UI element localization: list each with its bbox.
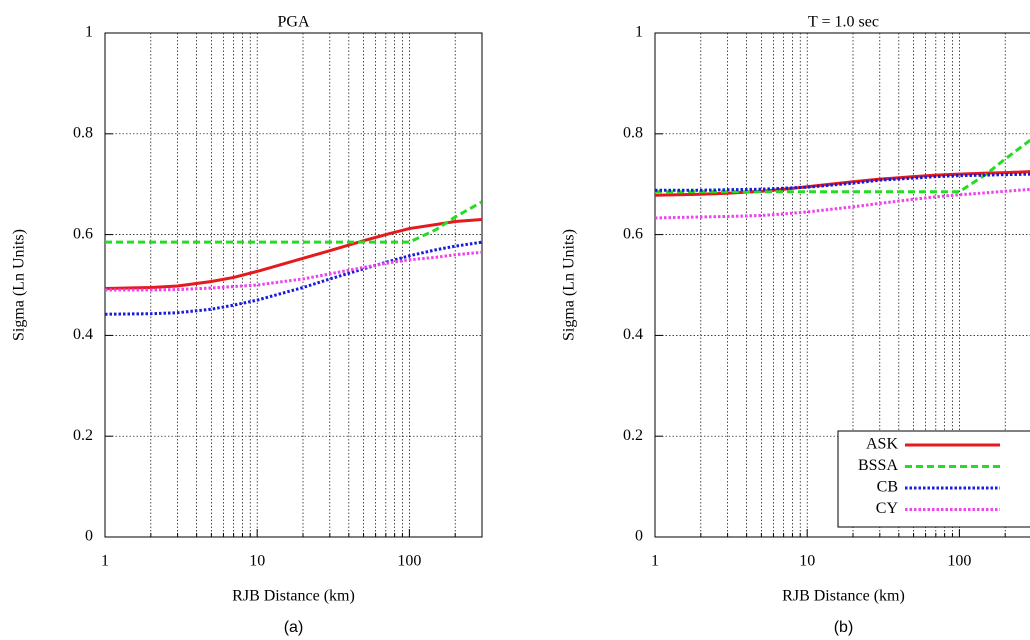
x-axis-label: RJB Distance (km) — [782, 588, 905, 605]
panel: 1 10 100 0 0.2 0.4 0.6 0.8 1 T = 1.0 sec RJB Dista… — [561, 14, 1030, 636]
x-tick-label: 1 — [651, 553, 659, 570]
y-tick-label: 0.4 — [73, 326, 93, 343]
legend-label: BSSA — [858, 457, 898, 474]
chart-title: PGA — [277, 14, 309, 31]
y-tick-label: 0.8 — [623, 124, 643, 141]
y-tick-label: 1 — [85, 24, 93, 41]
y-tick-label: 0.6 — [623, 225, 643, 242]
legend: ASK BSSA CB CY — [837, 430, 1030, 528]
y-tick-label: 0.2 — [73, 427, 93, 444]
panel: 1 10 100 0 0.2 0.4 0.6 0.8 1 PGA RJB Distance (km)… — [11, 14, 483, 636]
panel-caption: (a) — [284, 619, 304, 636]
x-tick-label: 10 — [799, 553, 815, 570]
series-line — [105, 240, 482, 316]
y-tick-label: 0 — [85, 528, 93, 545]
y-tick-label: 0 — [635, 528, 643, 545]
panel-caption: (b) — [834, 619, 854, 636]
x-tick-label: 100 — [947, 553, 971, 570]
series-line — [105, 217, 482, 291]
series-line — [105, 250, 482, 292]
x-tick-label: 100 — [397, 553, 421, 570]
chart-title: T = 1.0 sec — [808, 14, 879, 31]
y-tick-label: 0.4 — [623, 326, 643, 343]
plot-frame — [104, 32, 483, 538]
y-axis-label: Sigma (Ln Units) — [11, 229, 28, 341]
series-line — [655, 138, 1030, 194]
plot-frame — [654, 32, 1030, 538]
legend-label: CY — [876, 500, 899, 517]
legend-label: CB — [877, 479, 898, 496]
series-line — [655, 172, 1030, 192]
legend-label: ASK — [866, 436, 898, 453]
y-tick-label: 0.2 — [623, 427, 643, 444]
x-axis-label: RJB Distance (km) — [232, 588, 355, 605]
y-tick-label: 0.6 — [73, 225, 93, 242]
x-tick-label: 1 — [101, 553, 109, 570]
y-axis-label: Sigma (Ln Units) — [561, 229, 578, 341]
x-tick-label: 10 — [249, 553, 265, 570]
series-line — [105, 200, 482, 244]
y-tick-label: 0.8 — [73, 124, 93, 141]
series-line — [655, 187, 1030, 220]
y-tick-label: 1 — [635, 24, 643, 41]
